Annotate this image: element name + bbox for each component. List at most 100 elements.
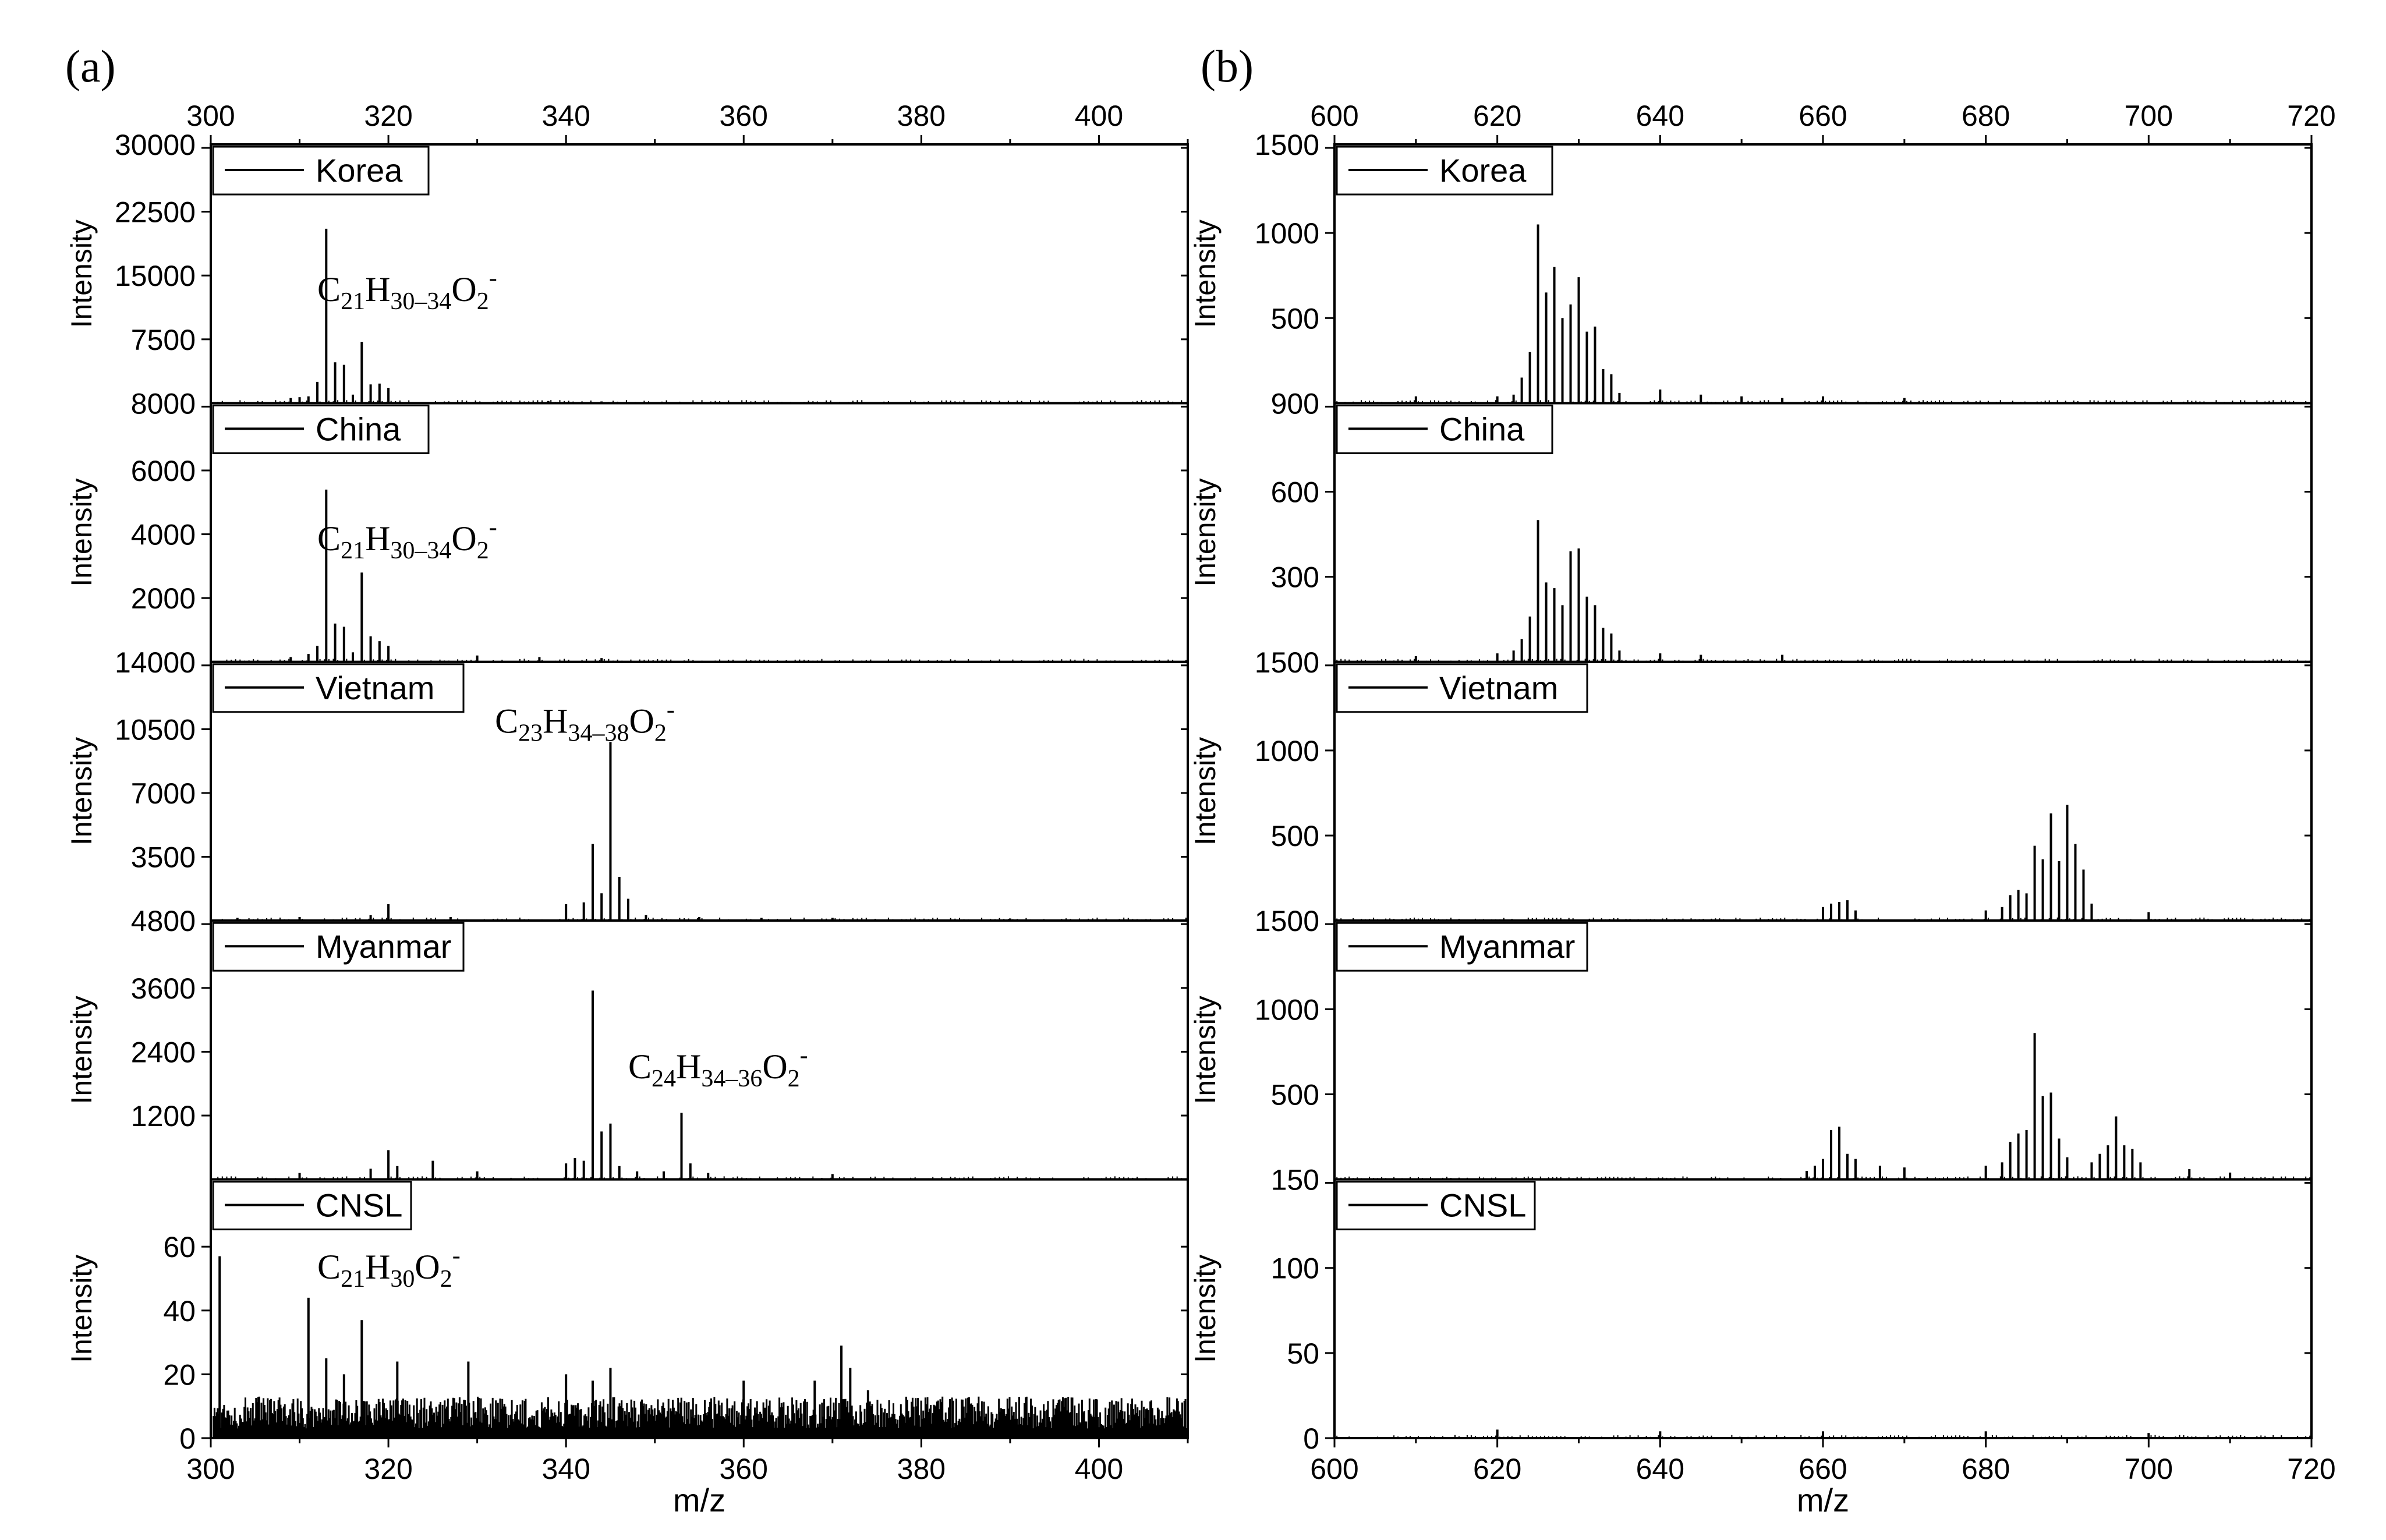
- panel-b-label: (b): [1201, 41, 1254, 91]
- y-tick-label: 1000: [1255, 217, 1319, 250]
- top-x-tick-label: 300: [186, 100, 235, 132]
- peak-annotation: C21H30–34O2-: [317, 514, 497, 564]
- plot-frame: [210, 1178, 1189, 1439]
- y-tick-label: 30000: [115, 129, 196, 161]
- legend-box: [212, 1181, 412, 1231]
- peak-annotation: C23H34–38O2-: [495, 697, 675, 747]
- y-tick-label: 20: [163, 1358, 196, 1391]
- bottom-x-tick-label: 400: [1075, 1453, 1123, 1485]
- formula-part: 23: [518, 720, 543, 747]
- bottom-x-tick-label: 680: [1962, 1453, 2010, 1485]
- peak-annotation: C21H30O2-: [317, 1242, 461, 1293]
- peak-annotation: C21H30–34O2-: [317, 265, 497, 315]
- bottom-x-tick-label: 660: [1799, 1453, 1847, 1485]
- formula-part: O: [415, 1248, 440, 1286]
- legend-box: [1336, 663, 1588, 713]
- formula-part: 21: [341, 1266, 365, 1293]
- formula-part: 2: [788, 1065, 800, 1092]
- formula-part: H: [365, 519, 390, 558]
- y-tick-label: 1500: [1255, 129, 1319, 161]
- top-x-tick-label: 360: [720, 100, 768, 132]
- y-axis-label: Intensity: [1189, 996, 1222, 1104]
- legend-vietnam: Vietnam: [1336, 663, 1588, 713]
- spectrum-cnsl: 0 20 40 60 Intensity CNSL C21H30O2-: [65, 1178, 1189, 1455]
- formula-part: 2: [440, 1266, 452, 1293]
- baseline-noise: [213, 1396, 1189, 1438]
- top-x-tick-label: 320: [364, 100, 412, 132]
- y-tick-label: 22500: [115, 196, 196, 229]
- y-tick-label: 1000: [1255, 735, 1319, 767]
- formula-part: C: [628, 1047, 652, 1086]
- y-tick-label: 500: [1271, 820, 1319, 852]
- y-tick-label: 6000: [131, 455, 196, 487]
- legend-label: CNSL: [1439, 1187, 1526, 1224]
- top-x-tick-label: 380: [897, 100, 946, 132]
- y-tick-label: 3600: [131, 972, 196, 1005]
- y-axis-label: Intensity: [1189, 737, 1222, 845]
- spectrum-cnsl: 0 50 100 150 Intensity CNSL: [1189, 1164, 2313, 1455]
- y-tick-label: 8000: [131, 387, 196, 420]
- top-x-tick-label: 720: [2287, 100, 2335, 132]
- y-axis-label: Intensity: [65, 478, 98, 586]
- y-tick-label: 300: [1271, 561, 1319, 594]
- y-tick-label: 150: [1271, 1164, 1319, 1196]
- y-tick-label: 0: [1303, 1422, 1319, 1455]
- formula-part: H: [676, 1047, 701, 1086]
- legend-label: Korea: [1439, 152, 1527, 189]
- legend-cnsl: CNSL: [1336, 1181, 1536, 1231]
- formula-part: 2: [477, 288, 489, 315]
- panel-a-label: (a): [65, 41, 116, 91]
- top-x-tick-label: 620: [1473, 100, 1521, 132]
- formula-part: -: [489, 514, 497, 541]
- y-tick-label: 900: [1271, 387, 1319, 420]
- legend-cnsl: CNSL: [212, 1181, 412, 1231]
- bottom-x-tick-label: 300: [186, 1453, 235, 1485]
- spectrum-china: 2000 4000 6000 8000 Intensity China C21H30–34O…: [65, 387, 1189, 663]
- formula-part: 2: [654, 720, 667, 747]
- formula-part: 21: [341, 288, 365, 315]
- legend-label: Vietnam: [316, 670, 434, 706]
- bottom-x-tick-label: 620: [1473, 1453, 1521, 1485]
- y-tick-label: 600: [1271, 476, 1319, 509]
- x-axis-label: m/z: [673, 1482, 725, 1518]
- formula-part: H: [365, 1248, 390, 1286]
- formula-part: O: [629, 702, 654, 741]
- spectrum-korea: 500 1000 1500 Intensity Korea: [1189, 129, 2313, 405]
- formula-part: 34–36: [701, 1065, 762, 1092]
- formula-part: -: [667, 697, 675, 724]
- spectrum-myanmar: 500 1000 1500 Intensity Myanmar: [1189, 905, 2313, 1181]
- legend-china: China: [212, 404, 430, 454]
- y-tick-label: 4000: [131, 519, 196, 551]
- y-tick-label: 14000: [115, 646, 196, 679]
- y-tick-label: 2000: [131, 582, 196, 615]
- top-x-tick-label: 640: [1636, 100, 1684, 132]
- top-x-tick-label: 680: [1962, 100, 2010, 132]
- formula-part: C: [317, 270, 341, 309]
- y-tick-label: 7500: [131, 324, 196, 356]
- y-tick-label: 100: [1271, 1252, 1319, 1285]
- plot-frame: [1333, 1178, 2313, 1439]
- bottom-x-tick-label: 380: [897, 1453, 946, 1485]
- y-tick-label: 2400: [131, 1036, 196, 1068]
- legend-label: Myanmar: [316, 928, 451, 965]
- y-tick-label: 500: [1271, 302, 1319, 335]
- legend-myanmar: Myanmar: [212, 922, 465, 972]
- formula-part: 21: [341, 537, 365, 564]
- formula-part: C: [317, 519, 341, 558]
- formula-part: H: [365, 270, 390, 309]
- bottom-x-tick-label: 600: [1310, 1453, 1358, 1485]
- y-axis-label: Intensity: [65, 737, 98, 845]
- y-tick-label: 0: [179, 1422, 196, 1455]
- y-tick-label: 1500: [1255, 646, 1319, 679]
- legend-box: [212, 922, 465, 972]
- legend-myanmar: Myanmar: [1336, 922, 1588, 972]
- y-tick-label: 60: [163, 1231, 196, 1263]
- formula-part: 24: [652, 1065, 676, 1092]
- top-x-tick-label: 340: [541, 100, 590, 132]
- y-tick-label: 15000: [115, 260, 196, 292]
- formula-part: -: [489, 265, 497, 292]
- formula-part: C: [495, 702, 518, 741]
- bottom-x-tick-label: 340: [541, 1453, 590, 1485]
- bottom-x-tick-label: 700: [2125, 1453, 2173, 1485]
